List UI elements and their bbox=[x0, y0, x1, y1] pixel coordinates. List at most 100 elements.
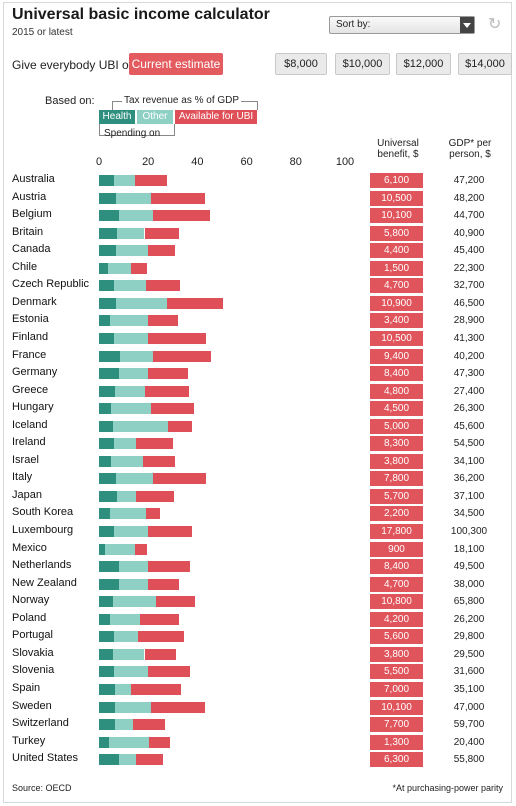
benefit-value: 9,400 bbox=[370, 348, 423, 364]
health-bar bbox=[99, 280, 114, 292]
ubi-bar bbox=[150, 701, 205, 713]
health-bar bbox=[99, 473, 117, 485]
table-row: Ireland 8,300 54,500 bbox=[0, 435, 516, 452]
health-bar bbox=[99, 368, 119, 380]
country-label: Italy bbox=[12, 471, 33, 484]
amount-10000-button[interactable]: $10,000 bbox=[335, 53, 390, 75]
ubi-bar bbox=[148, 561, 190, 573]
other-bar bbox=[118, 561, 149, 573]
benefit-value: 10,100 bbox=[370, 699, 423, 715]
country-label: Luxembourg bbox=[12, 524, 74, 536]
benefit-value: 8,300 bbox=[370, 436, 423, 452]
country-label: Slovakia bbox=[12, 646, 54, 659]
x-tick-label: 60 bbox=[240, 156, 253, 168]
country-label: Switzerland bbox=[12, 717, 69, 730]
legend-other: Other bbox=[137, 110, 173, 124]
other-bar bbox=[114, 683, 131, 695]
other-bar bbox=[118, 368, 149, 380]
country-label: Slovenia bbox=[12, 664, 55, 677]
gdp-value: 46,500 bbox=[453, 297, 485, 309]
ubi-bar bbox=[155, 596, 195, 608]
country-label: Sweden bbox=[12, 699, 52, 712]
health-bar bbox=[99, 561, 119, 573]
current-estimate-button[interactable]: Current estimate bbox=[129, 53, 223, 75]
gdp-value: 29,500 bbox=[453, 648, 485, 660]
gdp-value: 54,500 bbox=[453, 438, 485, 450]
table-row: Greece 4,800 27,400 bbox=[0, 383, 516, 400]
gdp-header-line-2: person, $ bbox=[449, 149, 491, 160]
other-bar bbox=[119, 350, 154, 362]
benefit-value: 4,200 bbox=[370, 611, 423, 627]
ubi-bar bbox=[150, 403, 194, 415]
amount-8000-button[interactable]: $8,000 bbox=[275, 53, 327, 75]
benefit-value: 7,700 bbox=[370, 717, 423, 733]
gdp-value: 22,300 bbox=[453, 262, 485, 274]
health-bar bbox=[99, 245, 117, 257]
gdp-value: 45,600 bbox=[453, 420, 485, 432]
health-bar bbox=[99, 210, 119, 222]
other-bar bbox=[116, 297, 167, 309]
refresh-icon[interactable]: ↻ bbox=[488, 16, 502, 33]
health-bar bbox=[99, 175, 114, 186]
other-bar bbox=[113, 332, 149, 344]
health-bar bbox=[99, 719, 115, 731]
legend-available-ubi: Available for UBI bbox=[175, 110, 257, 124]
other-bar bbox=[112, 420, 168, 432]
gdp-value: 59,700 bbox=[453, 719, 485, 731]
health-bar bbox=[99, 508, 111, 520]
health-bar bbox=[99, 332, 114, 344]
country-label: South Korea bbox=[12, 506, 74, 519]
health-bar bbox=[99, 648, 113, 660]
table-row: Hungary 4,500 26,300 bbox=[0, 400, 516, 417]
table-row: New Zealand 4,700 38,000 bbox=[0, 576, 516, 593]
ubi-bar bbox=[166, 297, 224, 309]
table-row: Czech Republic 4,700 32,700 bbox=[0, 277, 516, 294]
country-label: France bbox=[12, 348, 47, 361]
benefit-value: 6,300 bbox=[370, 752, 423, 768]
ubi-bar bbox=[153, 473, 206, 485]
table-row: Israel 3,800 34,100 bbox=[0, 453, 516, 470]
country-label: Netherlands bbox=[12, 559, 72, 572]
other-bar bbox=[114, 719, 134, 731]
other-bar bbox=[110, 315, 149, 327]
health-bar bbox=[99, 420, 113, 432]
table-row: Slovakia 3,800 29,500 bbox=[0, 646, 516, 663]
benefit-value: 5,600 bbox=[370, 629, 423, 645]
amount-12000-button[interactable]: $12,000 bbox=[396, 53, 451, 75]
gdp-value: 41,300 bbox=[453, 332, 485, 344]
x-tick-label: 100 bbox=[335, 156, 355, 168]
gdp-value: 32,700 bbox=[453, 280, 485, 292]
table-row: Turkey 1,300 20,400 bbox=[0, 734, 516, 751]
legend-health: Health bbox=[99, 110, 135, 124]
country-label: Spain bbox=[12, 681, 41, 694]
country-label: Canada bbox=[12, 243, 51, 256]
ubi-bar bbox=[148, 368, 188, 380]
country-label: Estonia bbox=[12, 313, 49, 326]
health-bar bbox=[99, 701, 115, 713]
ubi-bar bbox=[135, 490, 175, 502]
sort-dropdown[interactable]: Sort by: bbox=[329, 16, 475, 34]
other-bar bbox=[116, 192, 151, 204]
benefit-value: 10,500 bbox=[370, 190, 423, 206]
table-row: Germany 8,400 47,300 bbox=[0, 365, 516, 382]
country-label: Iceland bbox=[12, 418, 48, 431]
ubi-bar bbox=[148, 332, 206, 344]
health-bar bbox=[99, 683, 115, 695]
gdp-column-header: GDP* per person, $ bbox=[442, 138, 498, 160]
country-label: Japan bbox=[12, 488, 42, 501]
gdp-value: 49,500 bbox=[453, 561, 485, 573]
table-row: Japan 5,700 37,100 bbox=[0, 488, 516, 505]
table-row: Belgium 10,100 44,700 bbox=[0, 207, 516, 224]
other-bar bbox=[113, 175, 135, 186]
benefit-value: 5,800 bbox=[370, 225, 423, 241]
x-tick-label: 40 bbox=[191, 156, 204, 168]
other-bar bbox=[108, 736, 150, 748]
chevron-down-icon[interactable] bbox=[460, 17, 474, 33]
amount-14000-button[interactable]: $14,000 bbox=[458, 53, 512, 75]
gdp-value: 26,200 bbox=[453, 613, 485, 625]
country-label: Israel bbox=[12, 453, 39, 466]
gdp-value: 29,800 bbox=[453, 631, 485, 643]
other-bar bbox=[116, 245, 149, 257]
other-bar bbox=[111, 403, 151, 415]
table-row: Iceland 5,000 45,600 bbox=[0, 418, 516, 435]
